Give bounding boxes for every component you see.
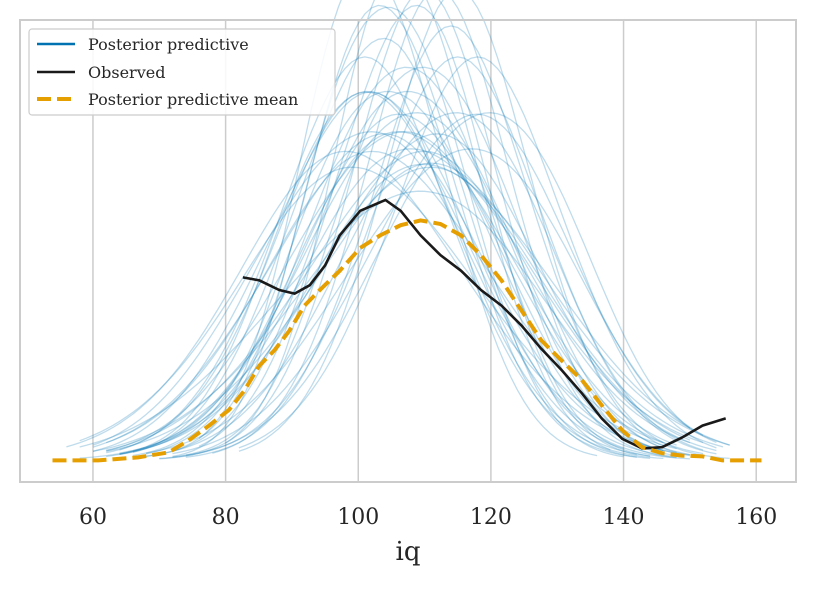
x-axis-label: iq (396, 537, 421, 567)
posterior-predictive-sample-30 (132, 90, 677, 457)
posterior-predictive-sample-6 (66, 150, 690, 456)
legend-label-observed: Observed (88, 63, 165, 82)
posterior-predictive-sample-1 (79, 113, 704, 459)
x-tick-labels: 60 80 100 120 140 160 (79, 505, 777, 530)
posterior-predictive-sample-21 (105, 150, 664, 444)
posterior-predictive-sample-24 (185, 112, 691, 456)
posterior-predictive-sample-27 (106, 162, 730, 452)
posterior-predictive-sample-9 (145, 66, 651, 457)
posterior-predictive-sample-25 (119, 131, 677, 456)
posterior-predictive-sample-17 (119, 56, 664, 460)
posterior-predictive-sample-8 (92, 166, 724, 452)
posterior-predictive-sample-33 (106, 150, 691, 451)
posterior-predictive-sample-35 (172, 66, 677, 458)
posterior-predictive-sample-39 (106, 131, 690, 457)
posterior-predictive-sample-0 (106, 90, 690, 460)
posterior-predictive-sample-4 (132, 112, 717, 459)
posterior-predictive-sample-37 (238, 0, 664, 452)
posterior-predictive-sample-16 (225, 0, 611, 451)
posterior-predictive-sample-14 (92, 131, 624, 450)
posterior-predictive-sample-36 (79, 166, 677, 450)
posterior-predictive-sample-28 (92, 91, 651, 457)
posterior-predictive-sample-12 (159, 56, 704, 460)
posterior-predictive-sample-26 (172, 4, 651, 460)
posterior-predictive-sample-15 (132, 163, 730, 453)
posterior-predictive-sample-18 (172, 113, 717, 455)
legend-label-mean: Posterior predictive mean (88, 90, 298, 109)
posterior-predictive-samples (66, 0, 730, 460)
posterior-predictive-sample-34 (119, 112, 664, 455)
legend: Posterior predictive Observed Posterior … (28, 28, 336, 116)
posterior-predictive-sample-7 (185, 25, 730, 460)
x-tick-label-100: 100 (337, 505, 379, 530)
x-tick-label-80: 80 (212, 505, 240, 530)
posterior-predictive-sample-10 (119, 148, 691, 455)
x-tick-label-60: 60 (79, 505, 107, 530)
posterior-predictive-sample-29 (145, 148, 704, 454)
posterior-predictive-sample-13 (198, 4, 637, 456)
x-tick-label-140: 140 (603, 505, 645, 530)
posterior-predictive-sample-2 (159, 0, 677, 460)
legend-box (28, 28, 336, 116)
posterior-predictive-sample-11 (106, 91, 677, 458)
posterior-predictive-sample-31 (198, 0, 598, 457)
x-tick-label-120: 120 (470, 505, 512, 530)
legend-label-posterior-predictive: Posterior predictive (88, 35, 249, 54)
posterior-predictive-sample-38 (119, 133, 717, 454)
x-tick-label-160: 160 (735, 505, 777, 530)
posterior-predictive-sample-22 (212, 0, 664, 454)
plot-frame (19, 19, 797, 483)
posterior-predictive-sample-19 (79, 190, 704, 448)
posterior-predictive-sample-23 (132, 37, 637, 458)
posterior-predictive-sample-3 (92, 133, 664, 452)
posterior-predictive-sample-32 (238, 56, 717, 449)
